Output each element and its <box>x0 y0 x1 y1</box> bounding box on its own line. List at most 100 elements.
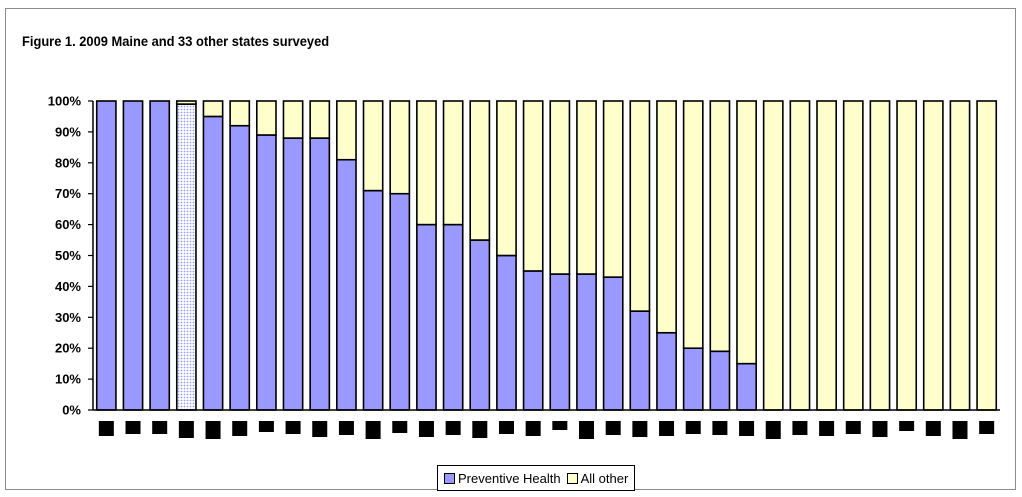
bar-preventive-8 <box>282 137 304 411</box>
x-label-redacted-29 <box>845 421 861 434</box>
bar-other-14 <box>442 100 464 226</box>
bar-preventive-4 <box>175 103 197 411</box>
bar-other-10 <box>336 100 357 161</box>
bar-other-32 <box>922 100 944 411</box>
bar-preventive-17 <box>522 270 544 411</box>
y-tick-label-9: 90% <box>55 124 81 139</box>
bar-other-13 <box>416 100 437 226</box>
x-label-redacted-9 <box>312 421 328 437</box>
x-label-redacted-26 <box>765 421 781 439</box>
bar-other-34 <box>976 100 998 411</box>
x-label-redacted-31 <box>899 421 915 431</box>
bar-preventive-15 <box>469 239 491 411</box>
bars-layer <box>95 100 998 411</box>
bar-preventive-7 <box>255 134 277 411</box>
chart-title: Figure 1. 2009 Maine and 33 other states… <box>22 33 330 49</box>
bar-preventive-20 <box>602 276 624 411</box>
bar-other-11 <box>362 100 384 192</box>
x-label-redacted-23 <box>685 421 701 434</box>
bar-preventive-14 <box>442 223 464 411</box>
bar-preventive-2 <box>122 100 144 411</box>
y-tick-label-8: 80% <box>55 155 81 170</box>
bar-preventive-24 <box>709 350 731 411</box>
legend-swatch-preventive <box>444 472 455 484</box>
y-tick-label-3: 30% <box>55 310 81 325</box>
bar-preventive-3 <box>149 100 171 411</box>
bar-other-7 <box>255 100 277 136</box>
legend-swatch-other <box>566 472 578 484</box>
chart-legend: Preventive Health All other <box>437 465 636 491</box>
bar-preventive-23 <box>682 347 704 411</box>
x-label-redacted-8 <box>285 421 301 434</box>
bar-preventive-5 <box>202 115 224 411</box>
y-tick-label-5: 50% <box>55 248 81 263</box>
bar-other-5 <box>202 100 224 118</box>
bar-other-30 <box>869 100 891 411</box>
bar-preventive-6 <box>229 124 251 411</box>
x-label-redacted-13 <box>418 421 434 437</box>
x-label-redacted-7 <box>258 421 274 432</box>
y-tick-label-10: 100% <box>48 94 82 109</box>
bar-preventive-16 <box>496 254 517 411</box>
bar-preventive-1 <box>95 100 117 411</box>
x-label-redacted-20 <box>605 421 621 435</box>
bar-other-25 <box>736 100 757 365</box>
bar-preventive-13 <box>416 223 437 411</box>
bar-other-31 <box>896 100 918 411</box>
x-label-redacted-14 <box>445 421 461 435</box>
bar-other-8 <box>282 100 304 139</box>
x-label-redacted-27 <box>792 421 808 435</box>
x-label-redacted-12 <box>392 421 408 433</box>
bar-other-27 <box>789 100 811 411</box>
bar-other-20 <box>602 100 624 278</box>
bar-other-23 <box>682 100 704 349</box>
bar-preventive-19 <box>576 273 597 411</box>
x-label-redacted-34 <box>979 421 995 434</box>
y-tick-label-0: 0% <box>62 403 81 418</box>
x-label-redacted-11 <box>365 421 381 439</box>
x-label-redacted-30 <box>872 421 888 437</box>
bar-preventive-12 <box>389 192 411 411</box>
x-label-redacted-25 <box>739 421 755 436</box>
bar-other-4 <box>175 100 197 105</box>
bar-other-16 <box>496 100 517 257</box>
bar-preventive-25 <box>736 362 757 411</box>
x-label-redacted-1 <box>98 421 114 436</box>
x-label-redacted-3 <box>152 421 168 434</box>
x-label-redacted-2 <box>125 421 141 434</box>
bar-other-28 <box>816 100 838 411</box>
legend-label-other: All other <box>580 470 629 486</box>
bar-other-19 <box>576 100 597 275</box>
x-label-redacted-21 <box>632 421 648 437</box>
x-label-redacted-19 <box>579 421 595 439</box>
bar-other-6 <box>229 100 251 127</box>
bar-preventive-21 <box>629 310 651 411</box>
legend-item-other: All other <box>566 470 629 486</box>
x-label-redacted-33 <box>952 421 968 439</box>
x-label-redacted-6 <box>232 421 248 436</box>
y-tick-label-4: 40% <box>55 279 81 294</box>
bar-preventive-10 <box>336 158 357 411</box>
x-label-redacted-22 <box>659 421 675 436</box>
x-label-redacted-15 <box>472 421 488 438</box>
bar-other-9 <box>309 100 331 139</box>
bar-other-33 <box>949 100 971 411</box>
x-label-redacted-10 <box>338 421 354 435</box>
bar-other-24 <box>709 100 731 353</box>
bar-other-21 <box>629 100 651 312</box>
x-label-redacted-5 <box>205 421 221 439</box>
x-label-redacted-24 <box>712 421 728 435</box>
y-tick-label-6: 60% <box>55 217 81 232</box>
x-label-redacted-18 <box>552 421 568 430</box>
bar-other-18 <box>549 100 571 275</box>
bar-preventive-9 <box>309 137 331 411</box>
x-label-redacted-32 <box>925 421 941 436</box>
x-label-redacted-28 <box>819 421 835 436</box>
axes-layer: 0% 10% 20% 30% 40% 50% 60% 70% 80% 90% 100% <box>48 94 1000 418</box>
legend-item-preventive: Preventive Health <box>444 471 561 486</box>
x-label-redacted-17 <box>525 421 541 436</box>
bar-preventive-18 <box>549 273 571 411</box>
x-label-redacted-16 <box>498 421 514 434</box>
legend-label-preventive: Preventive Health <box>458 470 561 486</box>
